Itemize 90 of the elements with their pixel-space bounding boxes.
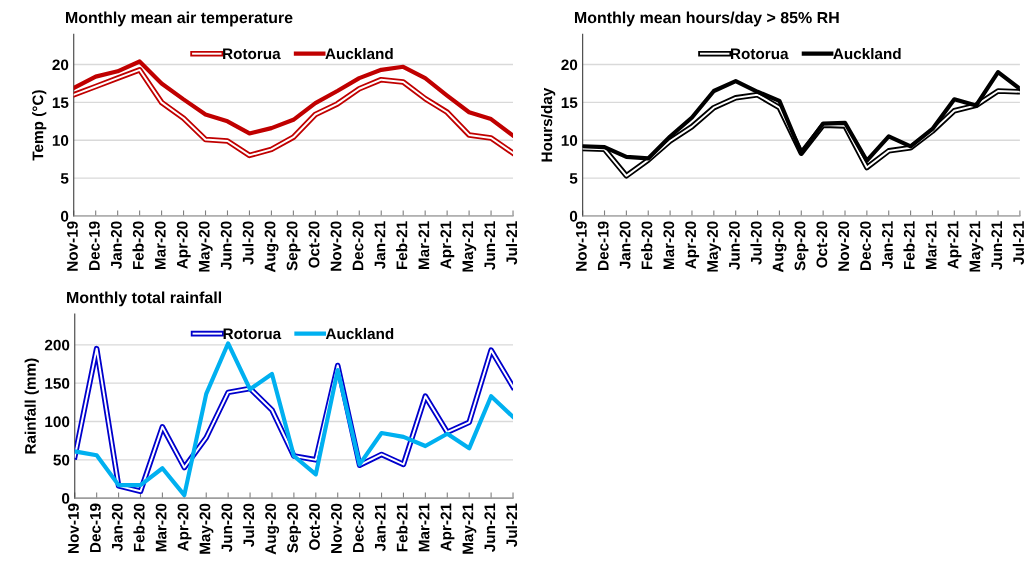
x-tick-label: Nov-19	[68, 503, 79, 553]
x-tick-label: Apr-21	[440, 503, 455, 552]
y-tick-label: 100	[45, 416, 70, 428]
x-tick-label: Dec-20	[860, 221, 871, 270]
y-tick-label: 0	[569, 210, 578, 222]
x-tick-label: Mar-20	[154, 221, 166, 270]
x-tick-label: Aug-20	[265, 503, 280, 555]
x-tick-label: Sep-20	[287, 503, 302, 553]
y-tick-label: 50	[53, 454, 70, 466]
y-tick-label: 10	[561, 135, 578, 146]
x-tick-label: May-20	[199, 503, 214, 554]
x-tick-label: Sep-20	[286, 221, 301, 271]
y-tick-label: 15	[52, 97, 69, 109]
x-tick-label: Jun-20	[728, 221, 740, 270]
x-tick-label: Apr-20	[685, 221, 700, 269]
x-tick-label: Jun-21	[484, 503, 496, 553]
chart-title: Monthly total rainfall	[67, 291, 222, 307]
y-tick-label: 0	[62, 493, 70, 504]
x-tick-label: Jan-20	[110, 221, 122, 270]
x-tick-label: Feb-21	[903, 221, 915, 270]
legend-label: Auckland	[325, 47, 393, 60]
y-tick-label: 5	[569, 173, 578, 184]
legend-label: Rotorua	[731, 48, 789, 60]
x-tick-label: Jul-20	[242, 221, 254, 265]
x-tick-label: Mar-21	[418, 221, 430, 270]
x-tick-label: Nov-19	[67, 221, 78, 271]
x-tick-label: Dec-19	[88, 221, 100, 270]
y-tick-label: 20	[52, 59, 69, 71]
x-tick-label: Jan-20	[111, 503, 123, 552]
x-tick-label: Feb-21	[396, 503, 408, 552]
x-tick-label: Jul-21	[505, 503, 518, 547]
chart-title: Monthly mean air temperature	[66, 11, 293, 27]
x-tick-label: Sep-20	[794, 221, 809, 271]
x-tick-label: Feb-20	[133, 503, 145, 552]
x-tick-label: Mar-20	[663, 221, 675, 270]
x-tick-label: Apr-20	[177, 503, 192, 552]
x-tick-label: Mar-20	[155, 503, 167, 552]
legend-label: Auckland	[325, 327, 394, 340]
y-tick-label: 150	[45, 378, 70, 389]
y-axis-title: Hours/day	[541, 87, 556, 162]
x-tick-label: Mar-21	[925, 221, 937, 270]
x-tick-label: Oct-20	[816, 221, 828, 268]
x-tick-label: Dec-19	[89, 503, 101, 553]
x-tick-label: May-20	[198, 221, 213, 272]
x-tick-label: Nov-19	[575, 221, 587, 271]
x-tick-label: May-21	[969, 221, 984, 272]
x-tick-label: May-20	[707, 221, 721, 272]
x-tick-label: Jun-20	[221, 503, 233, 553]
y-tick-label: 200	[44, 339, 70, 351]
y-tick-label: 0	[60, 210, 69, 222]
x-tick-label: Jan-21	[374, 503, 386, 552]
x-tick-label: Oct-20	[308, 221, 320, 268]
x-tick-label: Aug-20	[264, 221, 279, 273]
x-tick-label: Jan-21	[882, 221, 893, 270]
x-tick-label: Feb-21	[396, 221, 408, 270]
x-tick-label: Jan-21	[374, 221, 386, 270]
legend-label: Rotorua	[223, 48, 281, 60]
y-tick-label: 15	[561, 97, 578, 109]
x-tick-label: Oct-20	[309, 503, 320, 550]
y-tick-label: 10	[52, 135, 69, 146]
y-axis-title: Temp (°C)	[32, 90, 47, 161]
x-tick-label: May-21	[462, 503, 477, 554]
y-tick-label: 20	[561, 59, 578, 71]
x-tick-label: Feb-20	[641, 221, 653, 270]
x-tick-label: Dec-20	[352, 221, 364, 270]
legend-label: Auckland	[833, 47, 901, 60]
x-tick-label: Jul-21	[505, 221, 518, 265]
x-tick-label: Dec-19	[597, 221, 609, 270]
x-tick-label: Jul-20	[750, 221, 762, 265]
y-axis-title: Rainfall (mm)	[24, 358, 39, 454]
x-tick-label: Jan-20	[619, 221, 631, 270]
x-tick-label: Nov-20	[330, 221, 342, 271]
x-tick-label: Jul-20	[242, 503, 255, 547]
x-tick-label: Nov-20	[331, 503, 342, 553]
chart-title: Monthly mean hours/day > 85% RH	[574, 11, 839, 27]
x-tick-label: Apr-21	[440, 221, 455, 269]
x-tick-label: Jul-21	[1012, 221, 1024, 265]
y-tick-label: 5	[60, 173, 69, 184]
x-tick-label: Nov-20	[838, 221, 850, 271]
x-tick-label: May-21	[462, 221, 477, 272]
legend-label: Rotorua	[223, 328, 282, 340]
x-tick-label: Aug-20	[772, 221, 787, 273]
x-tick-label: Feb-20	[132, 221, 144, 270]
x-tick-label: Jun-21	[484, 221, 496, 270]
x-tick-label: Jun-21	[991, 221, 1003, 270]
x-tick-label: Jun-20	[220, 221, 232, 270]
x-tick-label: Apr-20	[176, 221, 191, 269]
x-tick-label: Apr-21	[947, 221, 962, 269]
x-tick-label: Mar-21	[418, 503, 430, 552]
x-tick-label: Dec-20	[352, 503, 364, 553]
